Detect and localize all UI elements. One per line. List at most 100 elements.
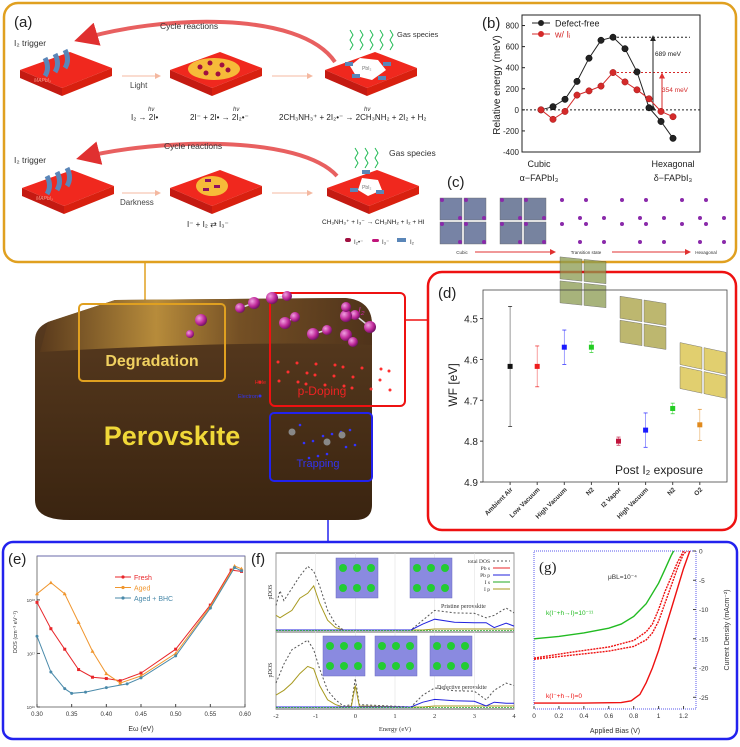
data-point xyxy=(573,91,581,99)
x-label-right: Hexagonal xyxy=(651,159,694,169)
hole-dot xyxy=(369,387,373,391)
y-tick-label: -5 xyxy=(699,578,705,585)
data-point xyxy=(621,78,629,86)
svg-text:I₃⁻: I₃⁻ xyxy=(382,240,389,246)
legend-label: I s xyxy=(485,580,490,586)
i2-radical-anion-icon xyxy=(345,238,351,242)
octahedron xyxy=(583,283,607,308)
legend-label: total DOS xyxy=(468,559,490,565)
y-tick-label: 800 xyxy=(506,22,520,31)
x-tick-label: O2 xyxy=(693,486,704,497)
data-point xyxy=(561,107,569,115)
data-point xyxy=(139,671,143,675)
data-point xyxy=(118,679,122,683)
iodide-atom xyxy=(704,222,708,226)
data-point xyxy=(48,580,53,585)
iodine-atom xyxy=(341,302,351,312)
orbital-lobe xyxy=(406,662,414,670)
perovskite-block: Perovskite Degradation p-Doping I₂ Hole … xyxy=(35,291,406,520)
x-axis-label: Applied Bias (V) xyxy=(590,728,640,735)
svg-text:MAPbI₃: MAPbI₃ xyxy=(34,78,51,84)
electron-dot xyxy=(311,439,315,443)
mobility-annotation: μBL=10⁻⁴ xyxy=(608,574,637,581)
iodide-atom xyxy=(500,222,504,226)
hv-label: hν xyxy=(148,107,154,113)
data-point xyxy=(139,676,143,680)
hole-dot xyxy=(304,382,308,386)
octahedron xyxy=(679,366,703,394)
x-tick-label: 4 xyxy=(512,713,516,720)
iodine-atom xyxy=(340,310,352,322)
panel-e-chart: (e) Eω (eV) DOS (cm⁻³ eV⁻¹) 0.30 0.35 0.40… xyxy=(8,551,251,733)
data-point xyxy=(233,566,237,570)
y-tick-label: 400 xyxy=(506,64,520,73)
iodine-atom xyxy=(195,314,207,326)
iodide-atom xyxy=(662,240,666,244)
equation: 2I⁻ + 2I• → 2I₂•⁻ xyxy=(190,113,249,122)
iodide-atom xyxy=(464,222,468,226)
iodine-atom xyxy=(350,310,360,320)
data-point xyxy=(609,33,617,41)
data-point xyxy=(585,87,593,95)
data-point xyxy=(63,687,67,691)
iodide-atom xyxy=(698,216,702,220)
stage-cubic: Cubic xyxy=(456,250,468,255)
pdos-line xyxy=(275,639,515,708)
plot-frame xyxy=(533,550,697,710)
orbital-lobe xyxy=(447,642,455,650)
slab-4: MAPbI₃ xyxy=(22,166,114,214)
data-point xyxy=(35,634,39,638)
hole-dot xyxy=(313,373,317,377)
x-tick-label: I2 Vapor xyxy=(600,486,623,509)
hole-dot xyxy=(379,367,383,371)
data-point xyxy=(621,45,629,53)
iodide-atom xyxy=(560,222,564,226)
octahedron xyxy=(703,371,727,399)
iodine-atom xyxy=(364,321,376,333)
jv-curve xyxy=(533,550,675,640)
octahedron xyxy=(643,323,667,350)
orbital-lobe xyxy=(392,642,400,650)
equation: I⁻ + I₂ ⇄ I₃⁻ xyxy=(187,220,229,229)
y-axis-label: DOS (cm⁻³ eV⁻¹) xyxy=(13,611,19,653)
orbital-lobe xyxy=(367,584,375,592)
y-tick-label: 4.5 xyxy=(464,315,478,326)
post-exposure-label: Post I₂ exposure xyxy=(615,463,703,477)
plot-frame xyxy=(482,289,728,483)
y-tick-label: 10¹⁶ xyxy=(27,705,36,710)
y-tick-label: -400 xyxy=(503,148,520,157)
data-point xyxy=(208,606,212,610)
cycle-label: Cycle reactions xyxy=(164,141,222,151)
trigger-label: I₂ trigger xyxy=(14,38,46,48)
svg-text:MAPbI₃: MAPbI₃ xyxy=(36,196,53,202)
iodine-atom xyxy=(307,328,319,340)
data-point xyxy=(669,134,677,142)
perovskite-title: Perovskite xyxy=(104,421,241,451)
plot-frame xyxy=(521,14,701,153)
hole-dot xyxy=(387,369,391,373)
data-point xyxy=(616,438,621,444)
electron-dot xyxy=(353,443,357,447)
orbital-lobe xyxy=(354,662,362,670)
orbital-lobe xyxy=(447,662,455,670)
panel-c-label: (c) xyxy=(447,174,465,191)
iodide-atom xyxy=(524,198,528,202)
y-tick-label: 4.8 xyxy=(464,437,478,448)
iodide-atom xyxy=(638,240,642,244)
pdos-line xyxy=(276,698,514,708)
x-tick-label: 0.55 xyxy=(204,712,216,718)
legend-label: I p xyxy=(484,587,490,593)
panel-a: (a) Cycle reactions I₂ trigger MAPbI₃ Li… xyxy=(14,14,439,246)
y-tick-label: 4.9 xyxy=(464,478,478,489)
panel-b-chart: (b) Relative energy (meV) Cubic α−FAPbI₃… xyxy=(482,14,701,183)
octahedron xyxy=(619,319,643,346)
panel-e-label: (e) xyxy=(8,551,26,568)
iodine-atom xyxy=(279,317,291,329)
legend-marker xyxy=(538,31,544,37)
x-axis-label: Energy (eV) xyxy=(379,726,411,733)
electron-dot xyxy=(302,441,306,445)
hv-label: hν xyxy=(233,107,239,113)
data-point xyxy=(76,620,81,624)
hole-dot xyxy=(333,363,337,367)
jv-curve xyxy=(533,550,685,659)
